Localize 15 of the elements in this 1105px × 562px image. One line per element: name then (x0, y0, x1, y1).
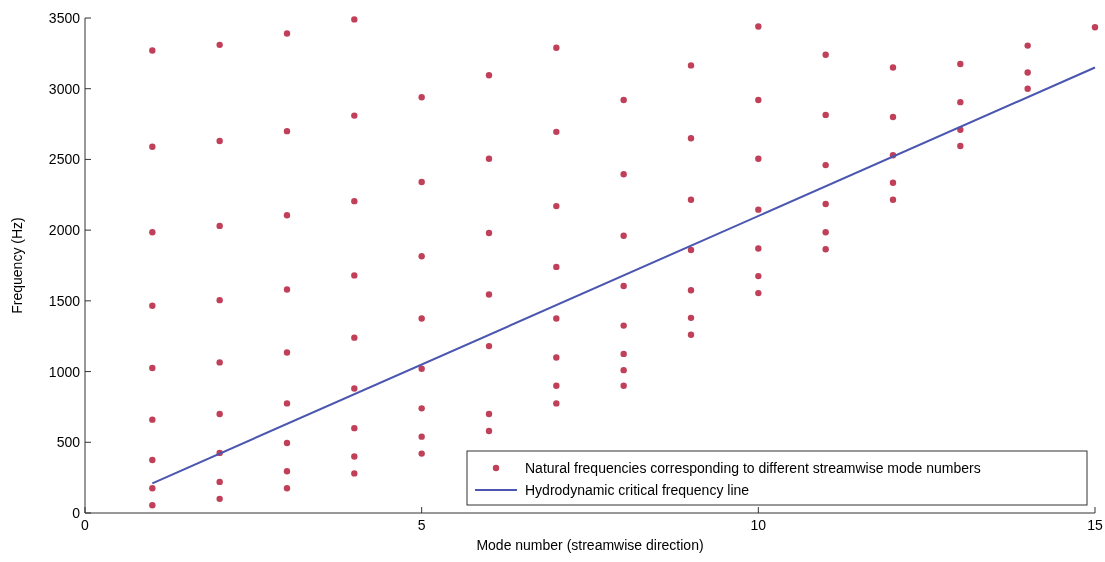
y-tick-label: 1000 (48, 363, 81, 380)
y-tick-label: 3500 (48, 10, 81, 26)
y-tick-label: 0 (72, 505, 81, 521)
y-tick-label: 1500 (48, 292, 81, 309)
x-axis-title: Mode number (streamwise direction) (476, 537, 704, 553)
y-tick-label: 500 (56, 434, 81, 451)
x-tick-label: 10 (750, 517, 767, 533)
y-axis-title: Frequency (Hz) (9, 217, 25, 314)
x-tick-label: 5 (417, 517, 426, 533)
y-tick-label: 2500 (48, 151, 81, 168)
legend-label: Natural frequencies corresponding to different streamwise mode numbers (525, 460, 981, 476)
y-tick-label: 2000 (48, 222, 81, 239)
legend-label: Hydrodynamic critical frequency line (525, 482, 750, 498)
x-tick-label: 15 (1087, 517, 1103, 533)
y-tick-label: 3000 (48, 80, 81, 97)
